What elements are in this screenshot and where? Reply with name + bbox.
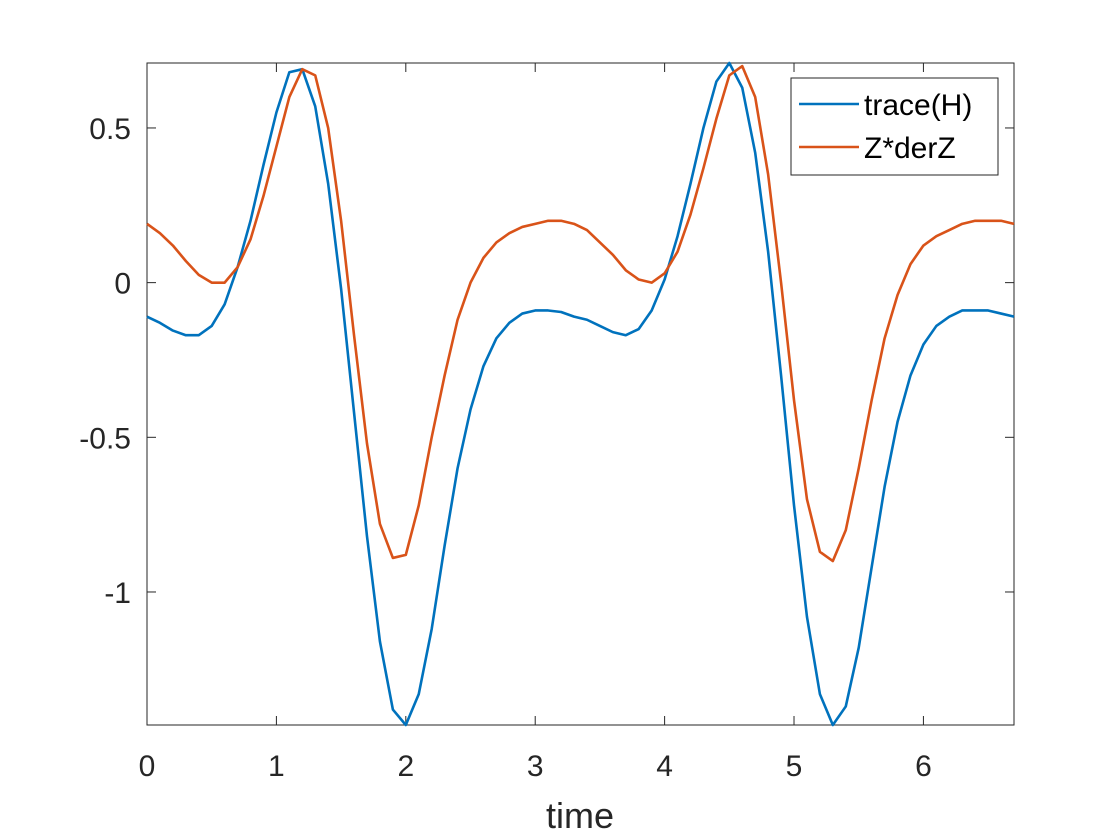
x-tick-label: 2	[397, 750, 414, 783]
x-tick-label: 3	[527, 750, 544, 783]
y-tick-label: 0.5	[89, 113, 131, 146]
x-tick-label: 5	[786, 750, 803, 783]
y-tick-label: 0	[114, 268, 131, 301]
x-tick-label: 1	[268, 750, 285, 783]
x-tick-label: 0	[139, 750, 156, 783]
y-tick-label: -0.5	[79, 422, 131, 455]
legend-box	[790, 77, 999, 176]
legend-label: Z*derZ	[864, 132, 956, 165]
x-tick-label: 4	[656, 750, 673, 783]
y-tick-label: -1	[104, 577, 131, 610]
series-line	[146, 64, 1015, 563]
legend-label: trace(H)	[864, 89, 972, 122]
x-tick-label: 6	[915, 750, 932, 783]
series-line	[146, 61, 1015, 727]
x-axis-label: time	[546, 795, 614, 836]
